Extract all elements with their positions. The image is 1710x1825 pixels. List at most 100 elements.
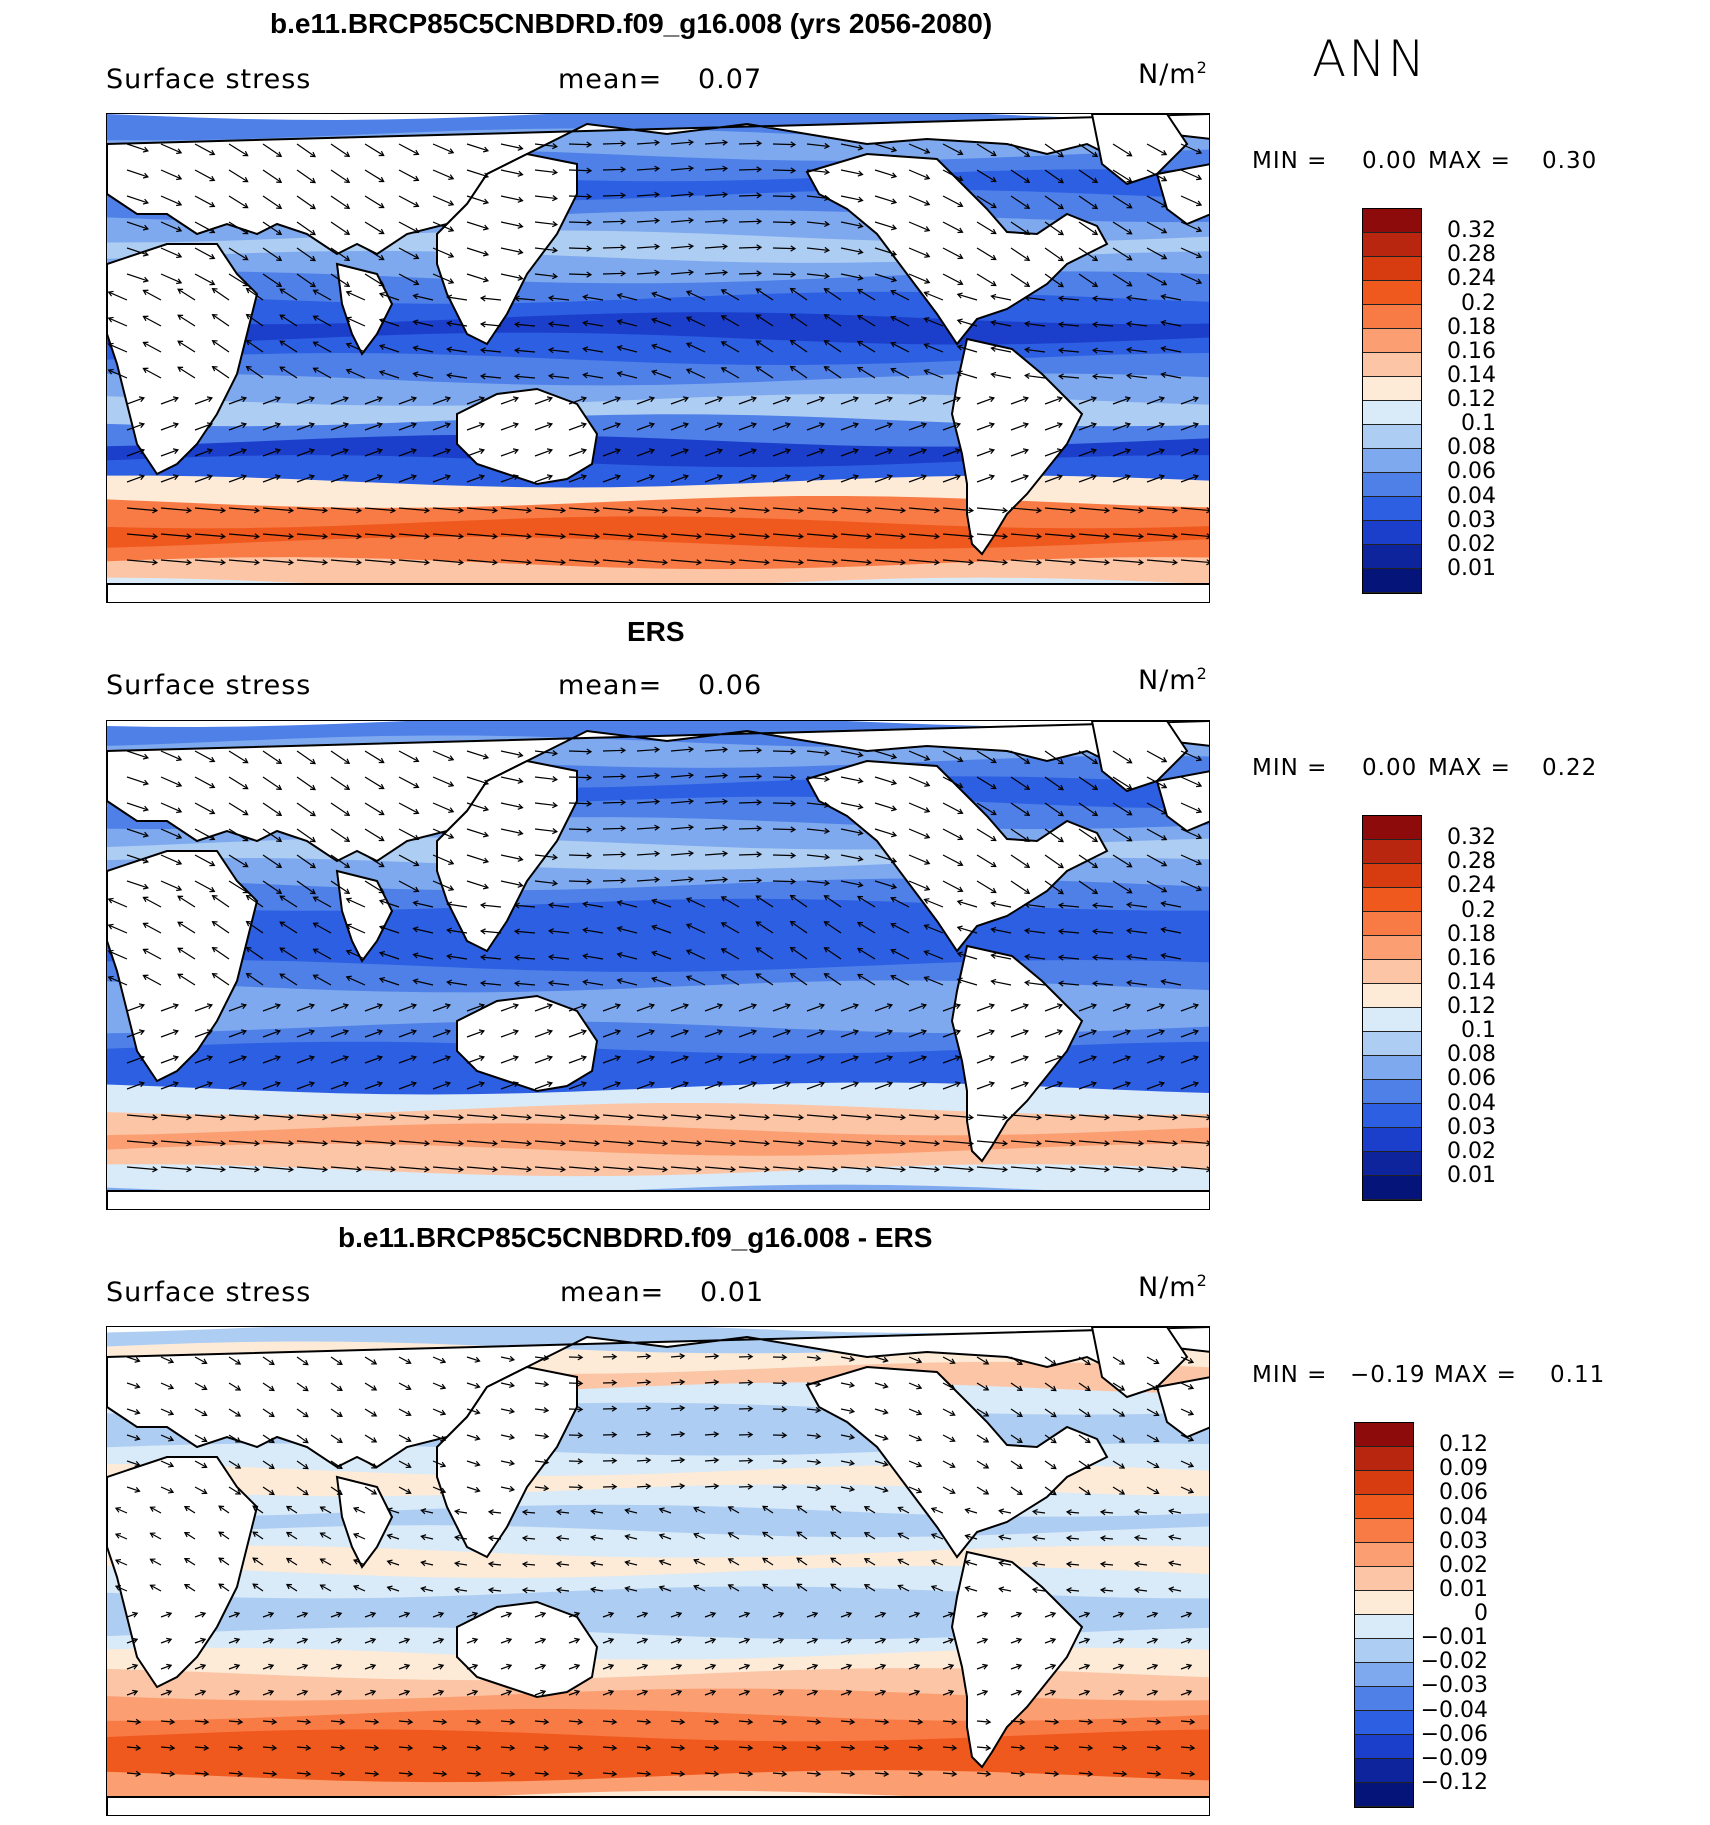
stress-vector [670, 1690, 682, 1696]
stress-vector-head [344, 836, 351, 842]
stress-vector-head [132, 1663, 139, 1670]
land-antarctica [107, 1796, 1209, 1815]
stress-vector-head [857, 248, 864, 255]
stress-vector [976, 1690, 988, 1696]
stress-vector-head [1126, 901, 1132, 909]
stress-vector [1146, 1460, 1159, 1468]
stress-vector-head [552, 143, 559, 150]
stress-vector-head [730, 1166, 737, 1173]
stress-vector [194, 828, 215, 840]
stress-vector [636, 852, 659, 856]
stress-vector-head [1022, 448, 1030, 455]
stress-vector [398, 1720, 413, 1723]
stress-vector-head [288, 1166, 295, 1173]
stress-vector [466, 143, 489, 152]
stress-vector-head [923, 924, 930, 930]
stress-vector [296, 1382, 309, 1392]
stress-vector [330, 1612, 342, 1618]
stress-vector [279, 314, 298, 327]
stress-vector-head [209, 175, 216, 182]
stress-vector-head [957, 756, 964, 763]
colorbar-tick-label: 0.03 [1447, 507, 1496, 533]
stress-vector-head [846, 1611, 853, 1618]
stress-vector [534, 533, 565, 538]
stress-vector-head [344, 784, 351, 790]
stress-vector [194, 1082, 213, 1090]
stress-vector-head [309, 281, 316, 288]
stress-vector-head [580, 1003, 588, 1010]
stress-vector-head [1118, 1689, 1125, 1696]
stress-vector [738, 775, 762, 778]
stress-vector [1112, 828, 1132, 842]
panel-1-map [106, 113, 1210, 603]
stress-vector-head [274, 1003, 282, 1010]
colorbar-tick-label: −0.06 [1420, 1721, 1488, 1747]
stress-vector-head [988, 448, 996, 455]
stress-vector [1112, 1004, 1131, 1012]
stress-vector [670, 219, 693, 223]
stress-vector [1078, 1056, 1097, 1064]
stress-vector-head [574, 1689, 581, 1696]
stress-vector-head [968, 507, 975, 514]
stress-vector [522, 1589, 536, 1592]
stress-vector [1044, 1056, 1063, 1064]
stress-vector-head [492, 507, 499, 514]
stress-vector [1059, 904, 1080, 908]
stress-vector [108, 343, 128, 353]
stress-vector [534, 1356, 549, 1360]
stress-vector [686, 290, 706, 301]
stress-vector [806, 1004, 825, 1012]
stress-vector [840, 776, 863, 783]
stress-vector-head [818, 1003, 826, 1010]
stress-vector-head [1168, 1560, 1175, 1567]
stress-vector-head [1050, 1411, 1057, 1418]
stress-vector-head [560, 1114, 567, 1121]
stress-vector-head [1002, 1114, 1009, 1121]
stress-vector [772, 750, 796, 753]
stress-vector [534, 1382, 549, 1386]
stress-vector [636, 1114, 667, 1119]
stress-vector-head [183, 1531, 190, 1538]
stress-vector [636, 748, 659, 752]
stress-vector [160, 802, 182, 813]
stress-vector-head [716, 1055, 724, 1062]
stress-vector [1010, 750, 1030, 764]
stress-vector [534, 854, 557, 859]
stress-vector [184, 1532, 196, 1540]
stress-vector [194, 273, 215, 285]
stress-vector-head [390, 1140, 397, 1147]
stress-vector [126, 1356, 140, 1362]
stress-vector-head [235, 1489, 242, 1495]
stress-vector-head [378, 280, 385, 287]
stress-vector [1112, 776, 1132, 790]
stress-vector [432, 1746, 447, 1749]
stress-vector [160, 1166, 191, 1171]
stress-vector-head [790, 878, 797, 885]
stress-vector [126, 776, 149, 785]
stress-vector-head [424, 1166, 431, 1173]
stress-vector [432, 247, 454, 258]
stress-vector-head [168, 1357, 175, 1364]
stress-vector [704, 1746, 719, 1749]
stress-vector [262, 221, 282, 235]
stress-vector-head [176, 755, 183, 762]
stress-vector-head [274, 1029, 282, 1036]
stress-vector [466, 1356, 480, 1362]
stress-vector [534, 195, 557, 200]
stress-vector-head [1126, 294, 1132, 302]
stress-vector-head [237, 1744, 244, 1751]
stress-contour-band [107, 980, 1209, 1015]
stress-vector-head [852, 448, 860, 455]
stress-vector [1044, 1030, 1063, 1038]
stress-vector [286, 1505, 298, 1514]
stress-vector [670, 1664, 682, 1670]
stress-vector-head [796, 1505, 803, 1511]
stress-vector [568, 533, 599, 538]
stress-vector [840, 143, 863, 150]
stress-vector-head [654, 746, 661, 753]
land-africa [107, 1456, 259, 1689]
stress-vector-head [352, 1506, 360, 1513]
stress-vector [466, 776, 489, 785]
stress-vector-head [586, 774, 593, 781]
stress-vector [466, 1166, 497, 1171]
